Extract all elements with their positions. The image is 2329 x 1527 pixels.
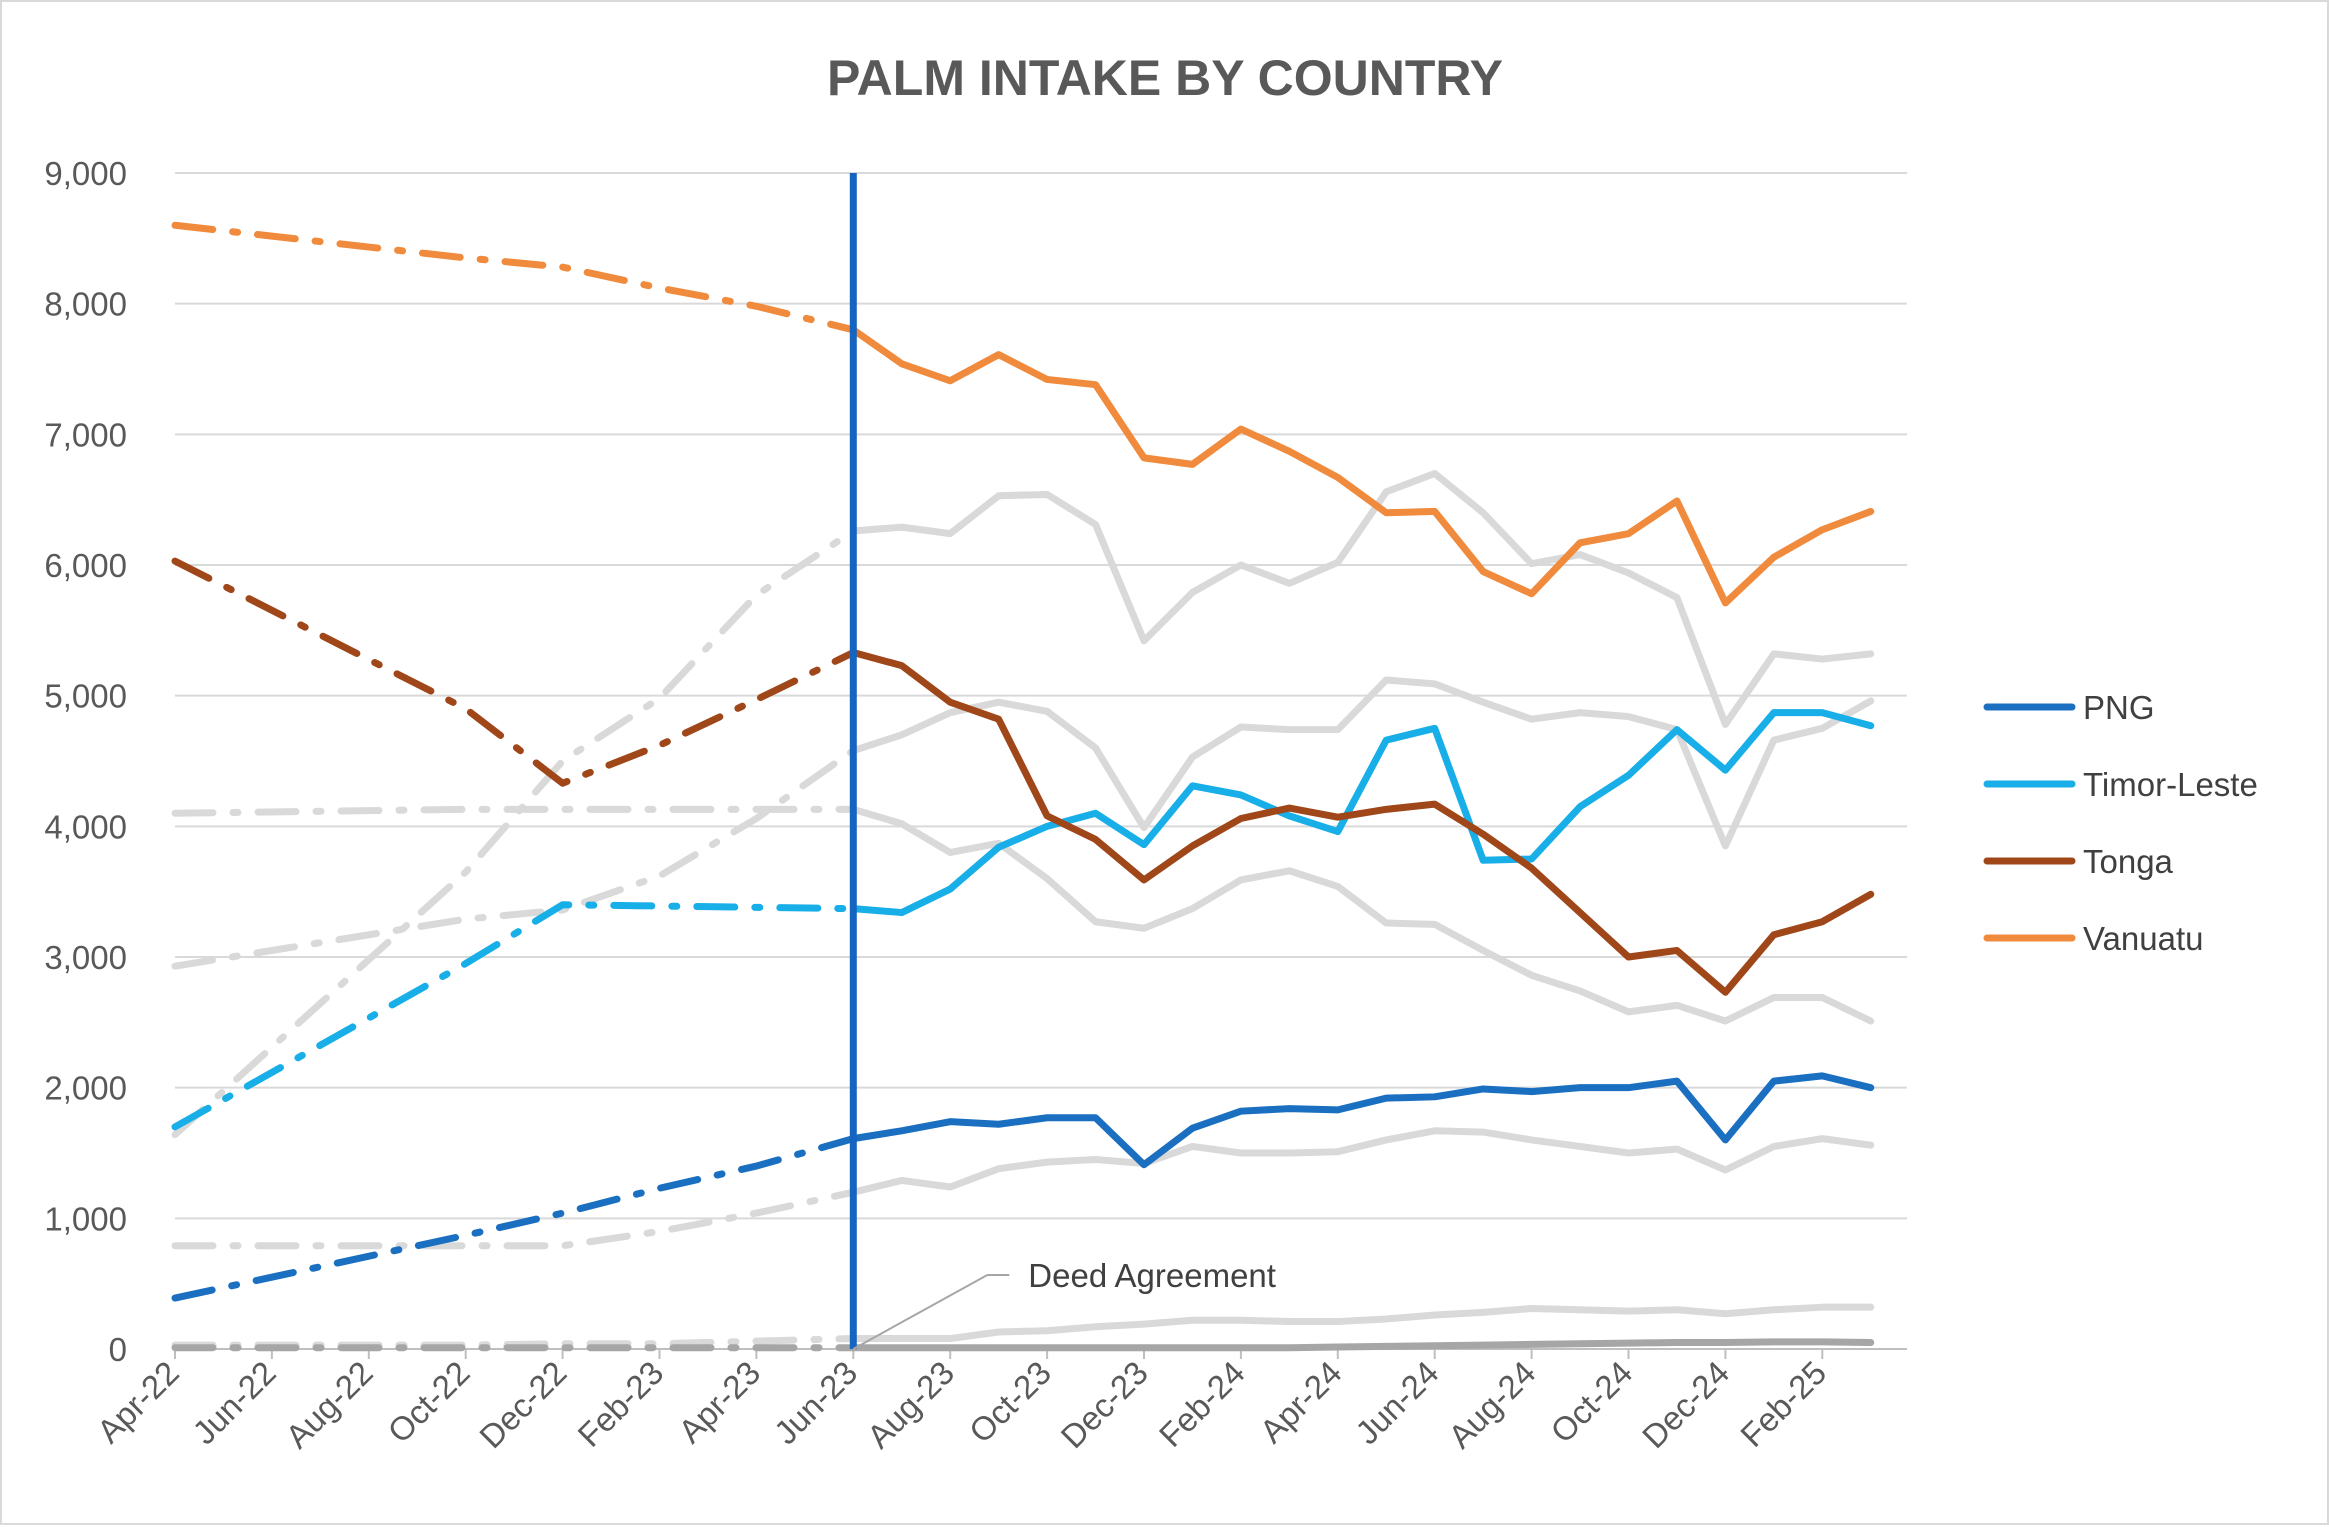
background-series-4-pre-agreement-line [171,1188,857,1250]
x-tick-label-Aug-24: Aug-24 [1441,1354,1542,1455]
series-vanuatu-post-agreement-line [849,326,1875,607]
background-series-4-post-agreement-line [849,1127,1875,1196]
deed-agreement-label: Deed Agreement [1028,1257,1276,1294]
deed-agreement-leader-line [852,1274,988,1350]
x-tick-label-Jun-24: Jun-24 [1348,1354,1446,1452]
series-timor-leste-post-agreement-line [849,709,1875,917]
series-png-pre-agreement-line [171,1135,857,1302]
background-series-3-pre-agreement-line [171,805,857,817]
x-tick-label-Apr-22: Apr-22 [90,1354,186,1450]
y-axis-tick-labels: 0 1,000 2,000 3,000 4,000 5,000 6,000 7,000 8,00… [44,155,127,1368]
x-tick-label-Oct-23: Oct-23 [962,1354,1058,1450]
y-tick-label-6000: 6,000 [44,547,127,584]
y-tick-label-4000: 4,000 [44,808,127,845]
x-tick-label-Oct-22: Oct-22 [380,1354,476,1450]
y-tick-label-8000: 8,000 [44,286,127,323]
background-series-5-pre-agreement-line [171,1335,857,1349]
legend-label-png: PNG [2083,689,2155,726]
background-series-1-pre-agreement-line [171,527,857,1139]
y-tick-label-5000: 5,000 [44,678,127,715]
x-tick-label-Oct-24: Oct-24 [1543,1354,1639,1450]
y-tick-label-1000: 1,000 [44,1200,127,1237]
x-tick-label-Apr-23: Apr-23 [671,1354,767,1450]
background-series-1-post-agreement-line [849,470,1875,728]
background-series-2-pre-agreement-line [171,747,857,970]
background-series-3-post-agreement-line [849,805,1875,1025]
x-tick-label-Dec-23: Dec-23 [1054,1354,1155,1455]
x-tick-label-Feb-25: Feb-25 [1733,1354,1833,1454]
x-tick-label-Dec-24: Dec-24 [1635,1354,1736,1455]
y-tick-label-9000: 9,000 [44,155,127,192]
series-png-post-agreement-line [849,1072,1875,1169]
deed-agreement-marker: Deed Agreement [849,173,1276,1350]
x-tick-label-Jun-23: Jun-23 [767,1354,865,1452]
legend-label-tonga: Tonga [2083,843,2174,880]
series-vanuatu-pre-agreement-line [171,221,857,334]
x-tick-label-Apr-24: Apr-24 [1253,1354,1349,1450]
x-tick-label-Aug-22: Aug-22 [278,1354,379,1455]
x-tick-label-Aug-23: Aug-23 [860,1354,961,1455]
x-tick-label-Feb-24: Feb-24 [1152,1354,1252,1454]
highlighted-series [171,221,1875,1302]
y-tick-label-2000: 2,000 [44,1070,127,1107]
x-tick-label-Jun-22: Jun-22 [185,1354,283,1452]
background-series-2-post-agreement-line [849,676,1875,850]
series-tonga-pre-agreement-line [171,557,857,787]
x-tick-label-Dec-22: Dec-22 [472,1354,573,1455]
legend: PNG Timor-Leste Tonga Vanuatu [1983,689,2258,957]
x-tick-label-Feb-23: Feb-23 [570,1354,670,1454]
y-tick-label-7000: 7,000 [44,416,127,453]
background-series [171,470,1875,1352]
chart-title: PALM INTAKE BY COUNTRY [827,50,1503,106]
background-series-6-post-agreement-line [849,1338,1875,1352]
y-tick-label-0: 0 [109,1331,127,1368]
legend-label-vanuatu: Vanuatu [2083,920,2204,957]
series-tonga-post-agreement-line [849,649,1875,996]
legend-label-timor-leste: Timor-Leste [2083,766,2258,803]
gridlines [174,172,1907,1359]
y-tick-label-3000: 3,000 [44,939,127,976]
series-timor-leste-pre-agreement-line [171,901,857,1131]
background-series-5-post-agreement-line [849,1303,1875,1343]
